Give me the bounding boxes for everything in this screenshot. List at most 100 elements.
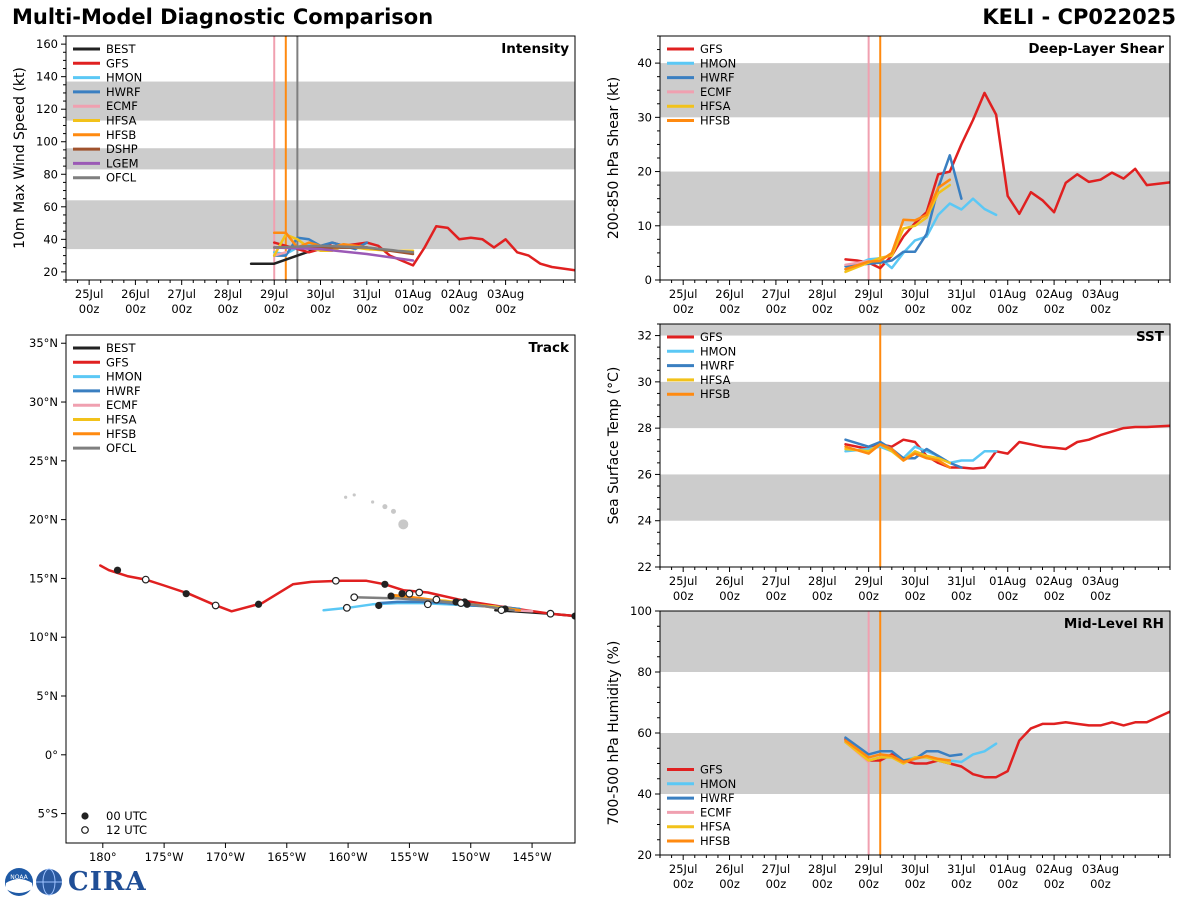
x-tick-label: 30Jul bbox=[901, 287, 930, 301]
panel-sst: 25Jul00z26Jul00z27Jul00z28Jul00z29Jul00z… bbox=[606, 323, 1171, 603]
marker-00z bbox=[571, 612, 575, 620]
shade-band bbox=[660, 474, 1170, 521]
x-tick-label: 25Jul bbox=[669, 287, 698, 301]
series-hfsb bbox=[844, 739, 952, 764]
x-tick-label: 02Aug bbox=[1036, 862, 1073, 876]
x-tick-label: 29Jul bbox=[854, 574, 883, 588]
x-tick-label: 27Jul bbox=[167, 287, 196, 301]
x-tick-label: 00z bbox=[673, 877, 694, 891]
x-tick-label: 03Aug bbox=[1082, 287, 1119, 301]
x-tick-label: 29Jul bbox=[854, 862, 883, 876]
series-hfsb bbox=[844, 443, 952, 469]
legend-label: HMON bbox=[106, 71, 142, 85]
y-tick-label: 120 bbox=[36, 102, 58, 116]
x-tick-label: 00z bbox=[1044, 302, 1065, 316]
series-ecmf bbox=[272, 251, 288, 257]
y-tick-label: 20°N bbox=[29, 513, 58, 527]
legend-label: GFS bbox=[106, 355, 129, 369]
noaa-logo-icon: NOAA bbox=[5, 868, 33, 896]
hawaii-island bbox=[390, 508, 396, 514]
legend-label: HFSB bbox=[106, 427, 136, 441]
x-tick-label: 00z bbox=[997, 589, 1018, 603]
x-tick-label: 27Jul bbox=[762, 862, 791, 876]
series-hfsa bbox=[844, 740, 952, 765]
panel-intensity: 25Jul00z26Jul00z27Jul00z28Jul00z29Jul00z… bbox=[12, 35, 576, 316]
y-tick-label: 25°N bbox=[29, 454, 58, 468]
legend-label: HFSA bbox=[106, 114, 137, 128]
cira-globe-icon bbox=[36, 868, 62, 896]
legend-label: DSHP bbox=[106, 142, 138, 156]
x-tick-label: 00z bbox=[812, 589, 833, 603]
legend-label: HFSB bbox=[700, 114, 730, 128]
panel-title: Intensity bbox=[501, 41, 569, 57]
legend-label: OFCL bbox=[106, 171, 137, 185]
legend-label: HFSB bbox=[700, 387, 730, 401]
legend-label: OFCL bbox=[106, 441, 137, 455]
x-tick-label: 31Jul bbox=[947, 862, 976, 876]
shade-band bbox=[66, 200, 575, 250]
panel-title: Mid-Level RH bbox=[1064, 616, 1164, 632]
x-tick-label: 31Jul bbox=[947, 287, 976, 301]
shade-band bbox=[660, 63, 1170, 118]
x-tick-label: 00z bbox=[766, 589, 787, 603]
y-tick-label: 26 bbox=[637, 467, 652, 481]
x-tick-label: 31Jul bbox=[947, 574, 976, 588]
x-tick-label: 180° bbox=[89, 850, 117, 864]
y-tick-label: 32 bbox=[637, 329, 652, 343]
legend-label: HMON bbox=[106, 370, 142, 384]
y-tick-label: 30°N bbox=[29, 395, 58, 409]
x-tick-label: 00z bbox=[218, 302, 239, 316]
storm-id-title: KELI - CP022025 bbox=[982, 5, 1176, 29]
y-tick-label: 0° bbox=[45, 748, 58, 762]
y-tick-label: 20 bbox=[637, 848, 652, 862]
legend-label: HMON bbox=[700, 56, 736, 70]
x-tick-label: 170°W bbox=[206, 850, 245, 864]
x-tick-label: 30Jul bbox=[306, 287, 335, 301]
y-tick-label: 30 bbox=[637, 375, 652, 389]
x-tick-label: 145°W bbox=[513, 850, 552, 864]
y-tick-label: 140 bbox=[36, 70, 58, 84]
x-tick-label: 00z bbox=[79, 302, 100, 316]
x-tick-label: 00z bbox=[766, 302, 787, 316]
x-tick-label: 26Jul bbox=[715, 287, 744, 301]
marker-00z bbox=[113, 566, 122, 574]
x-tick-label: 26Jul bbox=[121, 287, 150, 301]
x-tick-label: 03Aug bbox=[1082, 574, 1119, 588]
marker-12z bbox=[211, 601, 220, 610]
cira-logo-text: CIRA bbox=[68, 867, 147, 897]
legend-label: ECMF bbox=[106, 99, 138, 113]
legend-label: 12 UTC bbox=[106, 823, 147, 837]
legend-label: GFS bbox=[106, 56, 129, 70]
x-tick-label: 00z bbox=[310, 302, 331, 316]
y-tick-label: 40 bbox=[43, 232, 58, 246]
x-tick-label: 00z bbox=[1044, 589, 1065, 603]
panel-title: SST bbox=[1136, 329, 1165, 345]
y-tick-label: 30 bbox=[637, 110, 652, 124]
shade-band bbox=[66, 148, 575, 170]
x-tick-label: 00z bbox=[1044, 877, 1065, 891]
y-tick-label: 80 bbox=[43, 167, 58, 181]
axes-frame bbox=[65, 334, 576, 844]
x-tick-label: 02Aug bbox=[1036, 574, 1073, 588]
marker-12z bbox=[546, 609, 555, 618]
logo-area: NOAA CIRA bbox=[4, 866, 147, 898]
legend-label: BEST bbox=[106, 341, 136, 355]
x-tick-label: 31Jul bbox=[353, 287, 382, 301]
legend-label: HFSA bbox=[700, 373, 731, 387]
plot-area bbox=[660, 324, 1170, 567]
legend-label: HWRF bbox=[106, 384, 141, 398]
plot-area bbox=[660, 36, 1170, 280]
x-tick-label: 25Jul bbox=[669, 862, 698, 876]
x-tick-label: 02Aug bbox=[441, 287, 478, 301]
legend-label: 00 UTC bbox=[106, 809, 147, 823]
panel-track: 180° 175°W 170°W 165°W 160°W 155°W 150°W 145°W 5… bbox=[29, 334, 576, 864]
legend-label: HFSB bbox=[106, 128, 136, 142]
shade-band bbox=[660, 381, 1170, 429]
x-tick-label: 28Jul bbox=[808, 287, 837, 301]
plot-area bbox=[99, 493, 575, 620]
legend-label: HFSA bbox=[700, 99, 731, 113]
legend-label: LGEM bbox=[106, 156, 139, 170]
x-tick-label: 00z bbox=[997, 302, 1018, 316]
x-tick-label: 00z bbox=[403, 302, 424, 316]
